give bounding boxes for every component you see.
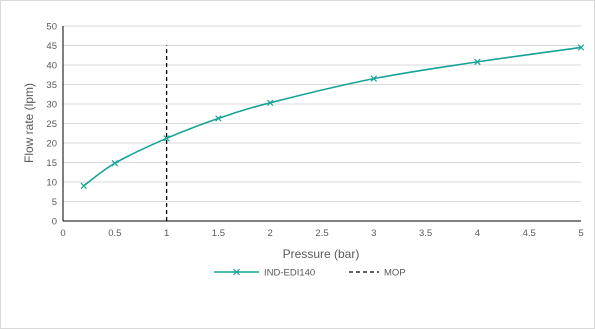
- data-point-marker: [163, 135, 170, 142]
- x-tick-label: 4.5: [523, 228, 536, 239]
- y-tick-label: 15: [46, 158, 57, 169]
- y-tick-labels: 0 5 10 15 20 25 30 35 40 45 50: [46, 22, 57, 228]
- legend-label-ind-edi140: IND-EDI140: [264, 268, 315, 279]
- x-tick-label: 1.5: [212, 228, 225, 239]
- y-tick-label: 10: [46, 178, 57, 189]
- gridlines: [63, 25, 581, 202]
- series-line-ind-edi140: [83, 46, 582, 187]
- x-axis-title: Pressure (bar): [283, 247, 360, 261]
- data-point-marker: [474, 58, 481, 66]
- x-tick-label: 0.5: [108, 228, 121, 239]
- y-tick-label: 30: [46, 100, 57, 111]
- legend-label-mop: MOP: [384, 268, 406, 279]
- y-tick-label: 0: [52, 217, 57, 228]
- x-tick-label: 3: [371, 228, 376, 239]
- data-point-marker: [80, 182, 87, 190]
- series-layer: [80, 44, 585, 221]
- y-tick-label: 45: [46, 41, 57, 52]
- axes: [62, 26, 581, 222]
- y-tick-label: 50: [46, 22, 57, 33]
- legend-marker: [233, 268, 240, 276]
- legend: IND-EDI140 MOP: [214, 268, 406, 279]
- x-tick-label: 1: [164, 228, 169, 239]
- data-point-marker: [215, 115, 222, 122]
- x-tick-labels: 0 0.5 1 1.5 2 2.5 3 3.5 4 4.5 5: [60, 228, 583, 239]
- x-tick-label: 4: [475, 228, 480, 239]
- data-point-marker: [370, 75, 378, 82]
- y-tick-label: 35: [46, 80, 57, 91]
- y-tick-label: 5: [52, 197, 57, 208]
- y-axis-title: Flow rate (lpm): [22, 83, 36, 163]
- x-tick-label: 3.5: [419, 228, 432, 239]
- x-tick-label: 5: [578, 228, 583, 239]
- y-tick-label: 20: [46, 139, 57, 150]
- data-point-marker: [577, 44, 585, 51]
- x-tick-label: 0: [60, 228, 65, 239]
- data-point-marker: [111, 160, 119, 167]
- y-tick-label: 25: [46, 119, 57, 130]
- data-point-marker: [266, 99, 274, 107]
- x-tick-label: 2.5: [315, 228, 328, 239]
- y-tick-label: 40: [46, 61, 57, 72]
- x-tick-label: 2: [268, 228, 273, 239]
